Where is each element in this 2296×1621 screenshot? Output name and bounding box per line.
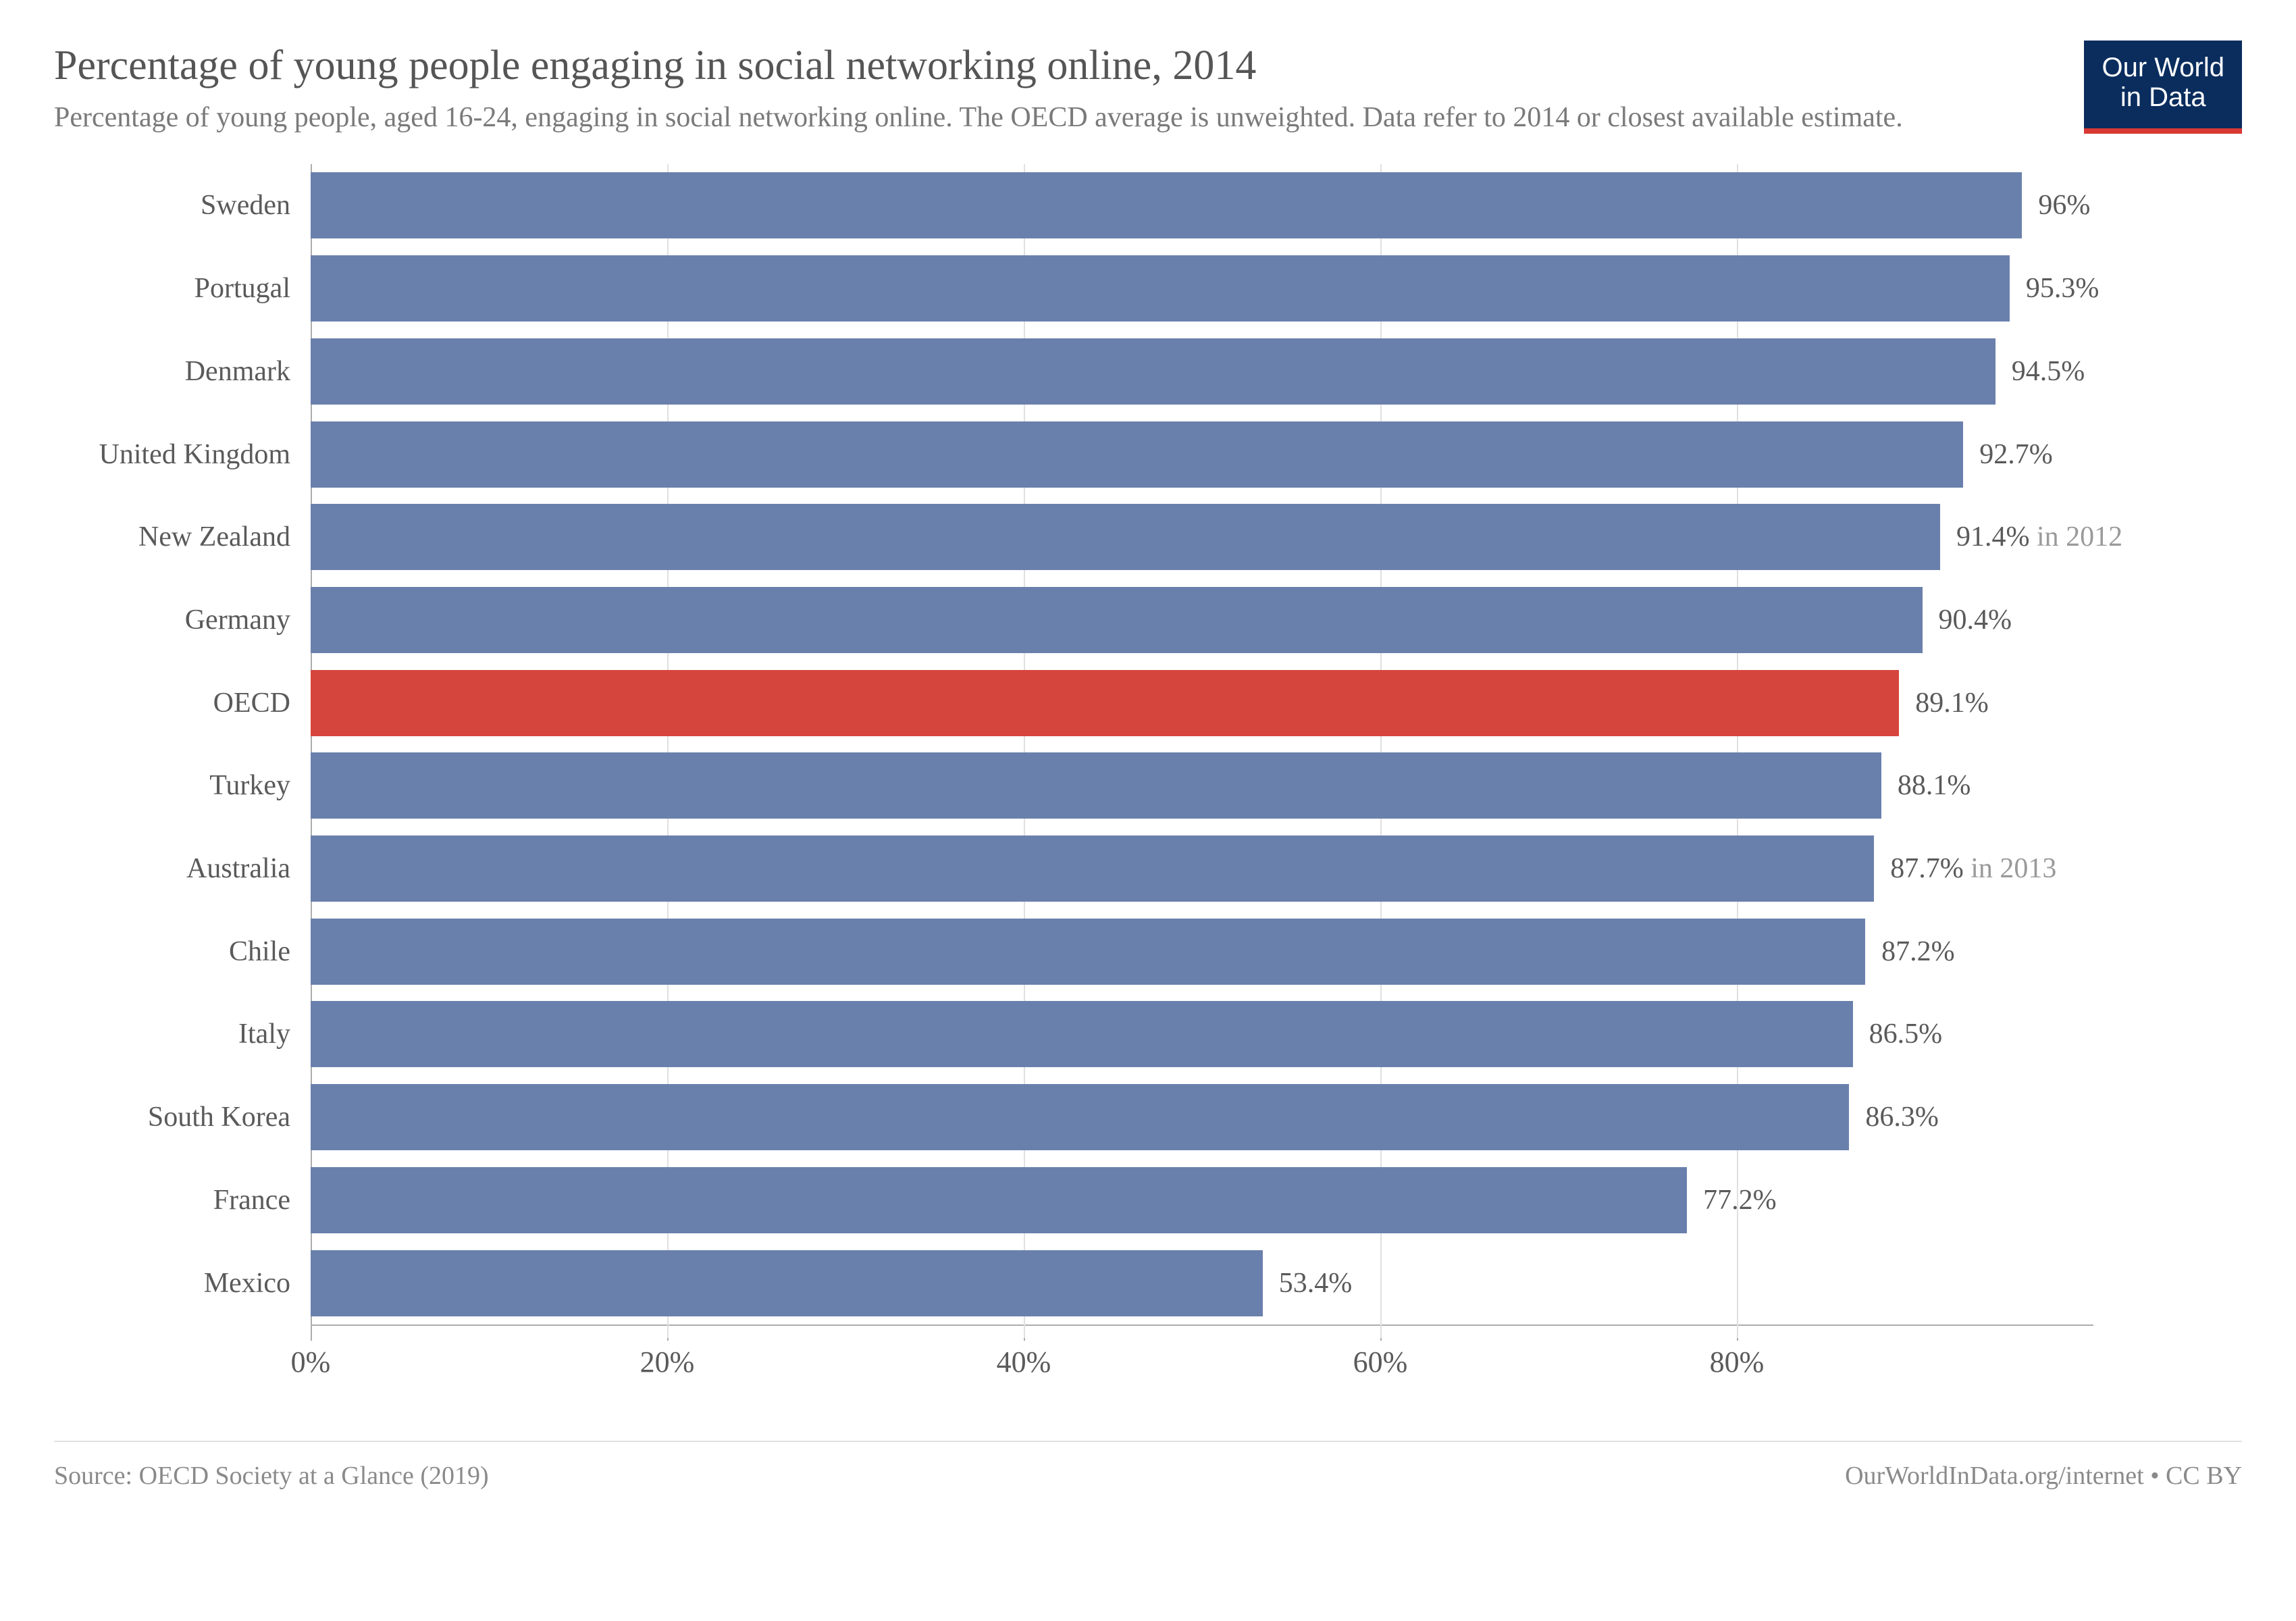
category-label: Mexico <box>204 1267 311 1300</box>
bar-row: OECD89.1% <box>311 670 2093 736</box>
value-label: 91.4% in 2012 <box>1940 521 2122 553</box>
value-label: 92.7% <box>1963 438 2053 471</box>
value-text: 86.3% <box>1865 1102 1939 1133</box>
value-text: 87.2% <box>1881 936 1955 967</box>
category-label: Sweden <box>201 189 311 222</box>
value-text: 95.3% <box>2026 273 2099 304</box>
value-label: 87.7% in 2013 <box>1874 852 2056 885</box>
category-label: Portugal <box>194 272 311 305</box>
bar <box>311 587 1923 653</box>
x-axis-label: 80% <box>1710 1345 1765 1379</box>
bar-row: South Korea86.3% <box>311 1084 2093 1150</box>
category-label: New Zealand <box>138 521 311 553</box>
chart-footer: Source: OECD Society at a Glance (2019) … <box>54 1441 2242 1491</box>
bar-row: Italy86.5% <box>311 1001 2093 1067</box>
value-label: 94.5% <box>1995 355 2085 388</box>
x-axis-label: 0% <box>291 1345 331 1379</box>
value-label: 53.4% <box>1263 1267 1353 1300</box>
owid-logo: Our World in Data <box>2084 41 2242 134</box>
header-text: Percentage of young people engaging in s… <box>54 41 2084 137</box>
chart-title: Percentage of young people engaging in s… <box>54 41 2057 91</box>
value-text: 92.7% <box>1979 439 2053 470</box>
category-label: Germany <box>185 604 311 636</box>
bar-row: Denmark94.5% <box>311 338 2093 405</box>
value-text: 86.5% <box>1869 1019 1943 1050</box>
x-axis-label: 60% <box>1353 1345 1408 1379</box>
logo-line-1: Our World <box>2102 53 2224 82</box>
bar-row: Portugal95.3% <box>311 255 2093 321</box>
value-label: 86.3% <box>1849 1101 1939 1133</box>
value-label: 95.3% <box>2010 272 2099 305</box>
category-label: Turkey <box>209 769 311 802</box>
value-text: 94.5% <box>2012 356 2085 387</box>
bar-highlight <box>311 670 1899 736</box>
chart-bars: Sweden96% Portugal95.3% Denmark94.5% United… <box>311 164 2093 1324</box>
value-text: 89.1% <box>1915 688 1989 719</box>
bar-row: New Zealand91.4% in 2012 <box>311 504 2093 570</box>
category-label: United Kingdom <box>99 438 311 471</box>
value-label: 86.5% <box>1853 1018 1943 1050</box>
bar <box>311 835 1874 902</box>
bar <box>311 255 2010 321</box>
value-label: 89.1% <box>1899 687 1989 719</box>
value-text: 53.4% <box>1279 1268 1353 1299</box>
bar-row: Sweden96% <box>311 172 2093 238</box>
category-label: Chile <box>229 935 311 968</box>
value-note: in 2013 <box>1964 853 2057 884</box>
bar <box>311 1167 1687 1233</box>
value-text: 91.4% <box>1956 521 2030 552</box>
chart-subtitle: Percentage of young people, aged 16-24, … <box>54 99 2057 137</box>
value-label: 87.2% <box>1865 935 1955 968</box>
bar-row: France77.2% <box>311 1167 2093 1233</box>
bar-row: Mexico53.4% <box>311 1250 2093 1316</box>
chart-area: Sweden96% Portugal95.3% Denmark94.5% United… <box>311 164 2093 1393</box>
value-text: 96% <box>2038 190 2090 221</box>
value-text: 88.1% <box>1898 770 1971 801</box>
bar <box>311 752 1881 819</box>
value-text: 87.7% <box>1890 853 1964 884</box>
bar <box>311 338 1995 405</box>
value-text: 90.4% <box>1939 604 2012 636</box>
bar-row: Germany90.4% <box>311 587 2093 653</box>
source-text: Source: OECD Society at a Glance (2019) <box>54 1461 489 1491</box>
category-label: OECD <box>213 687 311 719</box>
value-label: 77.2% <box>1687 1184 1777 1216</box>
bar <box>311 1001 1853 1067</box>
category-label: Australia <box>186 852 311 885</box>
bar <box>311 421 1963 488</box>
bar <box>311 1250 1263 1316</box>
value-note: in 2012 <box>2029 521 2122 552</box>
value-label: 90.4% <box>1923 604 2012 636</box>
bar <box>311 1084 1849 1150</box>
bar <box>311 504 1940 570</box>
bar-row: Chile87.2% <box>311 919 2093 985</box>
category-label: Italy <box>238 1018 311 1050</box>
chart-header: Percentage of young people engaging in s… <box>54 41 2242 137</box>
value-label: 96% <box>2022 189 2090 222</box>
category-label: South Korea <box>148 1101 311 1133</box>
value-text: 77.2% <box>1703 1185 1777 1216</box>
chart-plot: Sweden96% Portugal95.3% Denmark94.5% United… <box>311 164 2093 1326</box>
bar <box>311 172 2022 238</box>
x-axis-label: 20% <box>640 1345 695 1379</box>
logo-line-2: in Data <box>2102 82 2224 112</box>
x-axis-label: 40% <box>997 1345 1051 1379</box>
bar-row: United Kingdom92.7% <box>311 421 2093 488</box>
category-label: France <box>213 1184 311 1216</box>
x-axis-labels: 0%20%40%60%80% <box>311 1326 2093 1380</box>
bar-row: Australia87.7% in 2013 <box>311 835 2093 902</box>
bar <box>311 919 1865 985</box>
attribution-text: OurWorldInData.org/internet • CC BY <box>1845 1461 2242 1491</box>
category-label: Denmark <box>185 355 311 388</box>
bar-row: Turkey88.1% <box>311 752 2093 819</box>
value-label: 88.1% <box>1881 769 1971 802</box>
